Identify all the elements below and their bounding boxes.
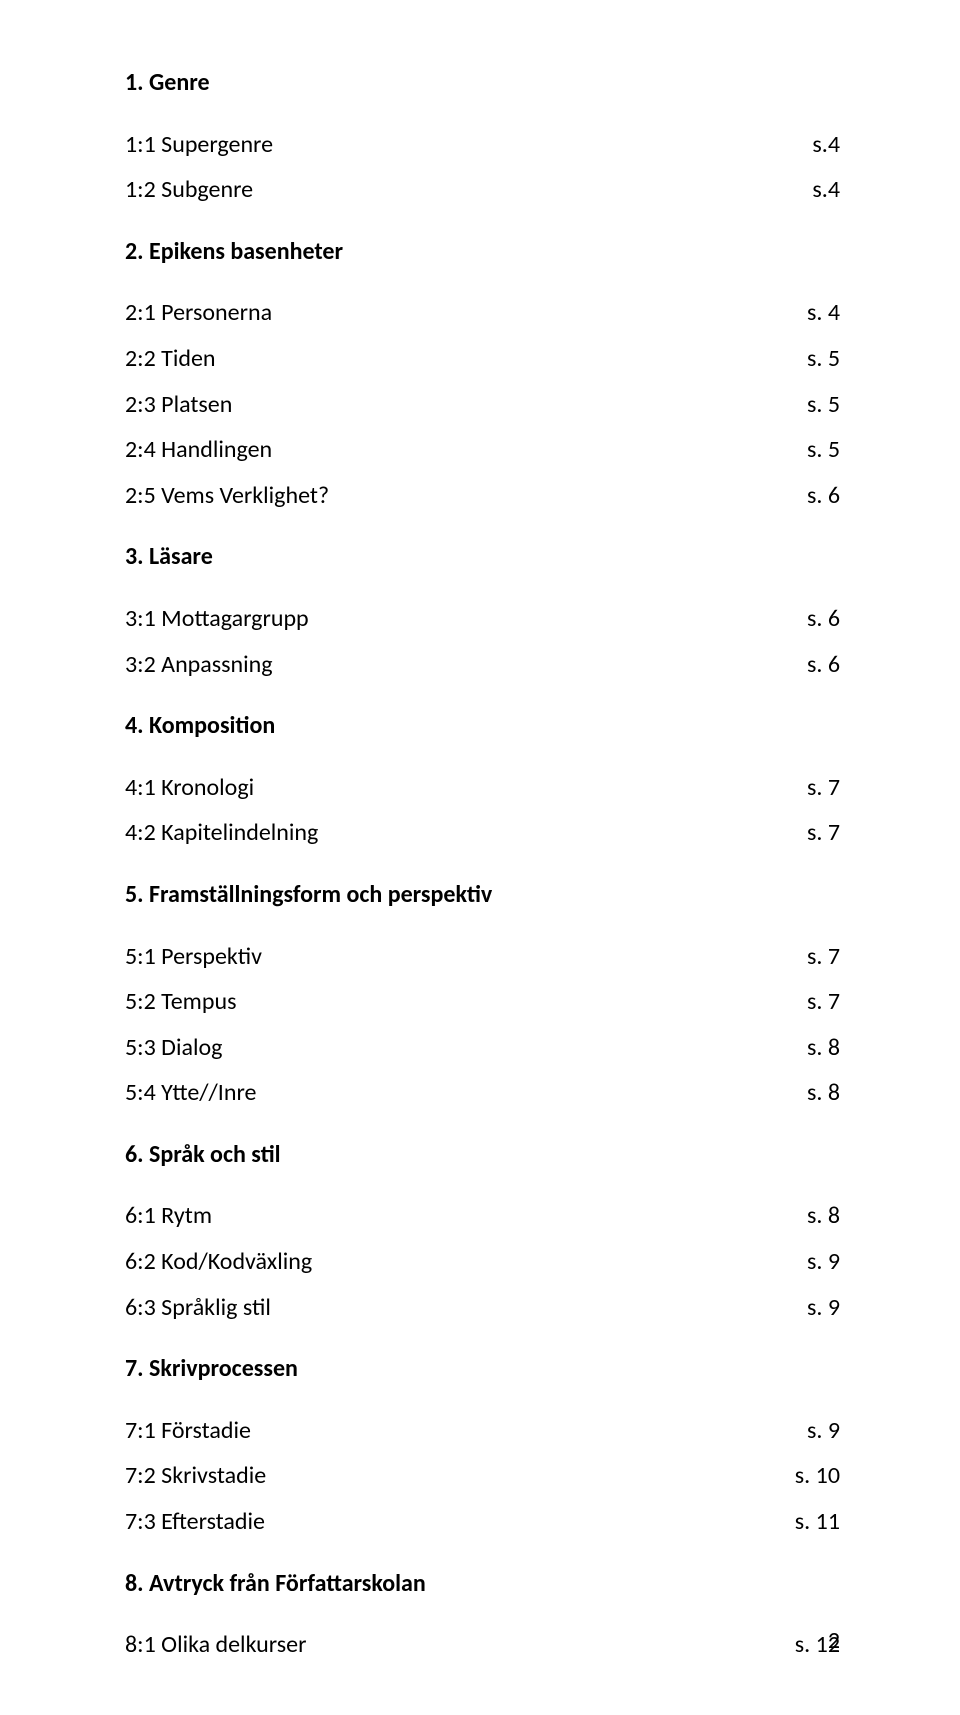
section-heading: 6. Språk och stil <box>125 1132 840 1178</box>
toc-entry: 7:1 Förstadie s. 9 <box>125 1408 840 1454</box>
entry-label: 6:3 Språklig stil <box>125 1285 271 1331</box>
entry-label: 3:1 Mottagargrupp <box>125 596 309 642</box>
section-title: Komposition <box>149 711 275 740</box>
section-number: 7. <box>125 1354 144 1383</box>
section-number: 6. <box>125 1140 144 1169</box>
toc-entry: 4:1 Kronologi s. 7 <box>125 765 840 811</box>
section-title: Epikens basenheter <box>149 237 343 266</box>
entry-label: 2:5 Vems Verklighet? <box>125 473 329 519</box>
entry-label: 5:3 Dialog <box>125 1025 222 1071</box>
entry-label: 7:2 Skrivstadie <box>125 1453 266 1499</box>
entry-page: s. 9 <box>767 1285 840 1331</box>
toc-entry: 8:1 Olika delkurser s. 12 <box>125 1622 840 1668</box>
section-heading: 5. Framställningsform och perspektiv <box>125 872 840 918</box>
toc-entry: 4:2 Kapitelindelning s. 7 <box>125 810 840 856</box>
section-title: Skrivprocessen <box>149 1354 298 1383</box>
entry-label: 2:2 Tiden <box>125 336 216 382</box>
entry-label: 2:3 Platsen <box>125 382 232 428</box>
toc-entry: 2:1 Personerna s. 4 <box>125 290 840 336</box>
toc-entry: 1:2 Subgenre s.4 <box>125 167 840 213</box>
section-heading: 2. Epikens basenheter <box>125 229 840 275</box>
section-title: Språk och stil <box>149 1140 281 1169</box>
entry-page: s. 9 <box>767 1408 840 1454</box>
toc-entry: 6:2 Kod/Kodväxling s. 9 <box>125 1239 840 1285</box>
entry-label: 6:2 Kod/Kodväxling <box>125 1239 312 1285</box>
section-number: 5. <box>125 880 144 909</box>
section-number: 8. <box>125 1569 144 1598</box>
toc-entry: 3:1 Mottagargrupp s. 6 <box>125 596 840 642</box>
entry-label: 6:1 Rytm <box>125 1193 212 1239</box>
entry-label: 5:4 Ytte//Inre <box>125 1070 256 1116</box>
section-number: 2. <box>125 237 144 266</box>
entry-label: 2:4 Handlingen <box>125 427 272 473</box>
page-number: 2 <box>828 1626 840 1655</box>
toc-entry: 5:4 Ytte//Inre s. 8 <box>125 1070 840 1116</box>
section-heading: 7. Skrivprocessen <box>125 1346 840 1392</box>
entry-page: s. 9 <box>767 1239 840 1285</box>
entry-page: s. 7 <box>767 810 840 856</box>
section-heading: 4. Komposition <box>125 703 840 749</box>
toc-entry: 3:2 Anpassning s. 6 <box>125 642 840 688</box>
entry-page: s. 8 <box>767 1070 840 1116</box>
toc-entry: 1:1 Supergenre s.4 <box>125 122 840 168</box>
entry-page: s. 11 <box>755 1499 840 1545</box>
section-title: Avtryck från Författarskolan <box>149 1569 426 1598</box>
document-page: 1. Genre 1:1 Supergenre s.4 1:2 Subgenre… <box>0 0 960 1715</box>
toc-entry: 5:1 Perspektiv s. 7 <box>125 934 840 980</box>
toc-entry: 6:3 Språklig stil s. 9 <box>125 1285 840 1331</box>
entry-label: 3:2 Anpassning <box>125 642 273 688</box>
entry-page: s. 6 <box>767 473 840 519</box>
toc-entry: 6:1 Rytm s. 8 <box>125 1193 840 1239</box>
entry-page: s.4 <box>772 122 840 168</box>
toc-entry: 2:5 Vems Verklighet? s. 6 <box>125 473 840 519</box>
section-number: 4. <box>125 711 144 740</box>
toc-entry: 7:3 Efterstadie s. 11 <box>125 1499 840 1545</box>
entry-label: 2:1 Personerna <box>125 290 272 336</box>
entry-page: s. 6 <box>767 596 840 642</box>
section-number: 1. <box>125 68 144 97</box>
entry-page: s. 5 <box>767 427 840 473</box>
toc-entry: 5:2 Tempus s. 7 <box>125 979 840 1025</box>
entry-label: 7:1 Förstadie <box>125 1408 251 1454</box>
toc-entry: 2:4 Handlingen s. 5 <box>125 427 840 473</box>
entry-page: s. 7 <box>767 979 840 1025</box>
entry-label: 4:2 Kapitelindelning <box>125 810 318 856</box>
entry-label: 5:2 Tempus <box>125 979 236 1025</box>
section-title: Genre <box>149 68 210 97</box>
entry-label: 4:1 Kronologi <box>125 765 254 811</box>
entry-label: 8:1 Olika delkurser <box>125 1622 306 1668</box>
entry-page: s.4 <box>772 167 840 213</box>
section-title: Framställningsform och perspektiv <box>149 880 492 909</box>
entry-label: 1:2 Subgenre <box>125 167 253 213</box>
section-heading: 8. Avtryck från Författarskolan <box>125 1561 840 1607</box>
entry-page: s. 5 <box>767 336 840 382</box>
toc-entry: 5:3 Dialog s. 8 <box>125 1025 840 1071</box>
entry-page: s. 5 <box>767 382 840 428</box>
entry-label: 5:1 Perspektiv <box>125 934 262 980</box>
toc-entry: 2:2 Tiden s. 5 <box>125 336 840 382</box>
section-number: 3. <box>125 542 144 571</box>
entry-page: s. 8 <box>767 1193 840 1239</box>
section-heading: 3. Läsare <box>125 534 840 580</box>
section-title: Läsare <box>149 542 213 571</box>
entry-page: s. 7 <box>767 934 840 980</box>
section-heading: 1. Genre <box>125 60 840 106</box>
entry-page: s. 10 <box>755 1453 840 1499</box>
entry-page: s. 7 <box>767 765 840 811</box>
entry-page: s. 4 <box>767 290 840 336</box>
entry-page: s. 8 <box>767 1025 840 1071</box>
entry-page: s. 6 <box>767 642 840 688</box>
entry-label: 1:1 Supergenre <box>125 122 273 168</box>
toc-entry: 2:3 Platsen s. 5 <box>125 382 840 428</box>
entry-label: 7:3 Efterstadie <box>125 1499 265 1545</box>
toc-entry: 7:2 Skrivstadie s. 10 <box>125 1453 840 1499</box>
